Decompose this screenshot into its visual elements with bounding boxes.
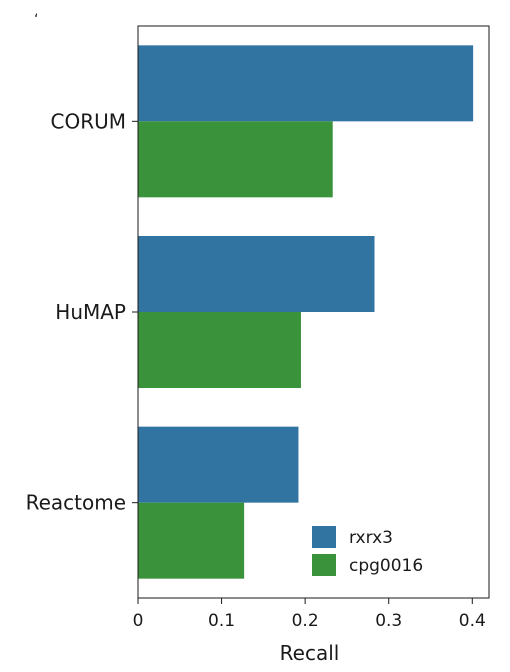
y-tick-label-humap: HuMAP — [55, 300, 126, 324]
legend-label-rxrx3: rxrx3 — [349, 528, 393, 548]
x-axis-title: Recall — [280, 641, 340, 665]
legend-swatch-cpg0016 — [312, 554, 336, 576]
bar-cpg0016-humap — [138, 312, 301, 388]
legend: rxrx3 cpg0016 — [312, 526, 423, 576]
y-tick-label-reactome: Reactome — [26, 491, 126, 515]
y-tick-label-corum: CORUM — [51, 109, 127, 133]
x-tick-label: 0.3 — [375, 611, 402, 631]
x-tick-label: 0 — [133, 611, 144, 631]
legend-label-cpg0016: cpg0016 — [349, 556, 423, 576]
bar-rxrx3-reactome — [138, 426, 299, 503]
bar-cpg0016-corum — [138, 121, 333, 198]
x-tick-label: 0.4 — [459, 611, 486, 631]
x-tick-label: 0.2 — [292, 611, 319, 631]
x-tick-label: 0.1 — [208, 611, 235, 631]
bars-layer — [138, 45, 474, 579]
bar-cpg0016-reactome — [138, 502, 245, 579]
bar-rxrx3-corum — [138, 45, 474, 122]
bar-rxrx3-humap — [138, 236, 375, 312]
x-axis: 0 0.1 0.2 0.3 0.4 — [133, 598, 486, 631]
legend-swatch-rxrx3 — [312, 526, 336, 548]
y-axis: CORUM HuMAP Reactome — [26, 109, 138, 515]
corner-mark: ‘ — [34, 12, 39, 28]
